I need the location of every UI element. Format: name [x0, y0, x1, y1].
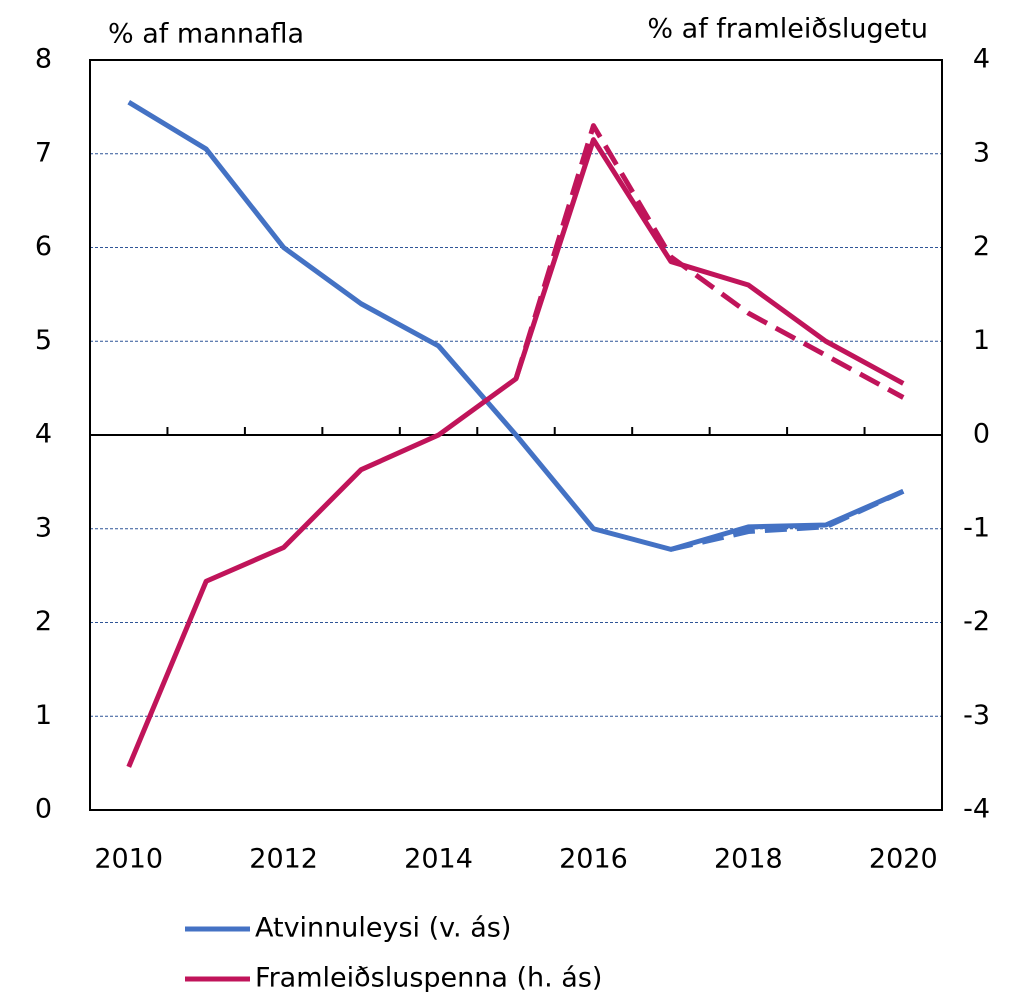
y2-tick-label: 0	[973, 419, 990, 450]
y2-tick-label: 3	[973, 137, 990, 168]
y-axis-label: % af mannafla	[108, 19, 304, 50]
y2-tick-label: -3	[963, 700, 990, 731]
y2-tick-label: -4	[963, 794, 990, 825]
forecast-line	[670, 488, 905, 552]
y-tick-label: 3	[35, 512, 52, 543]
x-tick-label: 2012	[249, 844, 318, 875]
legend-label: Framleiðsluspenna (h. ás)	[255, 963, 602, 994]
x-tick-label: 2020	[869, 844, 938, 875]
y-tick-label: 6	[35, 231, 52, 262]
plot-frame	[89, 59, 943, 811]
y2-tick-label: 2	[973, 231, 990, 262]
y-tick-label: 7	[35, 137, 52, 168]
y-tick-label: 1	[35, 700, 52, 731]
y-tick-label: 8	[35, 44, 52, 75]
y-tick-label: 2	[35, 606, 52, 637]
y2-tick-label: 1	[973, 325, 990, 356]
x-tick-label: 2018	[714, 844, 783, 875]
x-tick-label: 2016	[559, 844, 628, 875]
x-tick-label: 2014	[404, 844, 473, 875]
y-tick-label: 4	[35, 419, 52, 450]
y-tick-label: 0	[35, 794, 52, 825]
legend-label: Atvinnuleysi (v. ás)	[255, 913, 511, 944]
y2-axis-label: % af framleiðslugetu	[647, 14, 928, 45]
forecast-line	[513, 123, 905, 400]
y2-tick-label: -1	[963, 512, 990, 543]
y2-tick-label: -2	[963, 606, 990, 637]
series-line	[127, 100, 905, 552]
x-tick-label: 2010	[94, 844, 163, 875]
y2-tick-label: 4	[973, 44, 990, 75]
series-line	[126, 137, 905, 768]
y-tick-label: 5	[35, 325, 52, 356]
